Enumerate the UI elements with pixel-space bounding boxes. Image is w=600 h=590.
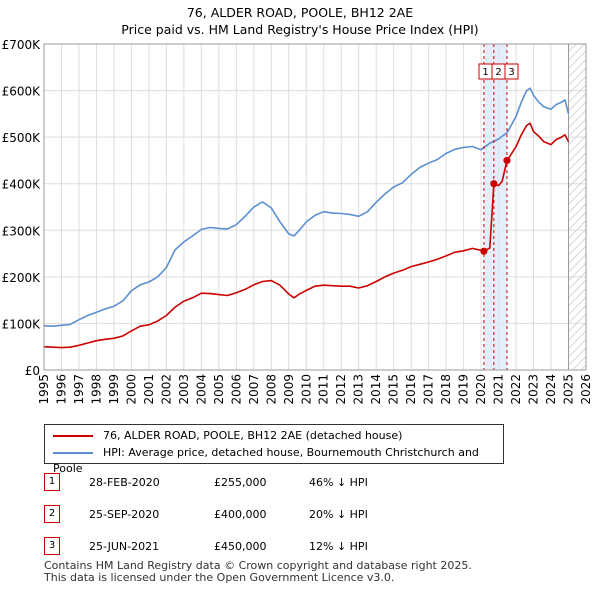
x-tick-label: 2022	[509, 374, 523, 405]
x-tick-label: 2014	[369, 374, 383, 405]
x-tick-label: 2002	[159, 374, 173, 405]
title-subtitle: Price paid vs. HM Land Registry's House …	[121, 22, 479, 37]
x-tick-label: 2004	[194, 374, 208, 405]
sale-period-band	[483, 44, 507, 370]
sale-point-3	[503, 156, 511, 165]
x-tick-label: 2019	[457, 374, 471, 405]
sale-hpi-diff: 12% ↓ HPI	[309, 540, 368, 553]
x-tick-label: 2008	[264, 374, 278, 405]
sale-date: 28-FEB-2020	[89, 476, 160, 489]
series-line-hpi	[43, 87, 570, 328]
legend-item-property: 76, ALDER ROAD, POOLE, BH12 2AE (detache…	[53, 428, 402, 444]
x-tick-label: 2009	[282, 374, 296, 405]
y-tick-label: £500K	[2, 131, 42, 145]
sale-hpi-diff: 46% ↓ HPI	[309, 476, 368, 489]
sale-label-box-3	[504, 63, 519, 80]
y-tick-label: £0	[25, 364, 40, 378]
x-tick-label: 1997	[72, 374, 86, 405]
footer-copyright: Contains HM Land Registry data © Crown c…	[44, 559, 472, 572]
sale-number-badge: 3	[44, 537, 60, 555]
forecast-hatch	[568, 44, 586, 370]
sale-price: £450,000	[214, 540, 267, 553]
sale-label-3: 3	[508, 67, 514, 78]
x-tick-label: 2007	[247, 374, 261, 405]
sale-label-1: 1	[482, 67, 488, 78]
x-tick-label: 2024	[544, 374, 558, 405]
x-tick-label: 2018	[439, 374, 453, 405]
x-tick-label: 1999	[107, 374, 121, 405]
x-tick-label: 2005	[212, 374, 226, 405]
legend-swatch-blue	[53, 452, 93, 454]
x-tick-label: 2000	[124, 374, 138, 405]
sale-hpi-diff: 20% ↓ HPI	[309, 508, 368, 521]
y-tick-label: £200K	[2, 271, 42, 285]
x-tick-label: 2015	[387, 374, 401, 405]
x-tick-label: 2017	[422, 374, 436, 405]
x-tick-label: 2001	[142, 374, 156, 405]
y-tick-label: £700K	[2, 38, 42, 52]
sale-price: £255,000	[214, 476, 267, 489]
sale-label-2: 2	[495, 67, 501, 78]
sale-date: 25-JUN-2021	[89, 540, 160, 553]
x-tick-label: 2006	[229, 374, 243, 405]
sale-point-1	[480, 247, 488, 255]
y-tick-label: £100K	[2, 317, 42, 331]
sale-number-badge: 1	[44, 473, 60, 491]
y-tick-label: £400K	[2, 178, 42, 192]
plot-frame	[43, 43, 587, 371]
series-line-property	[43, 122, 570, 349]
x-tick-label: 2023	[527, 374, 541, 405]
x-tick-label: 2026	[579, 374, 593, 405]
legend-label-property: 76, ALDER ROAD, POOLE, BH12 2AE (detache…	[103, 429, 403, 442]
legend-label-hpi: HPI: Average price, detached house, Bour…	[53, 446, 479, 475]
legend-swatch-red	[53, 435, 93, 437]
x-tick-label: 2025	[562, 374, 576, 405]
chart-title: 76, ALDER ROAD, POOLE, BH12 2AE Price pa…	[0, 4, 600, 38]
x-tick-label: 1996	[54, 374, 68, 405]
x-tick-label: 2021	[492, 374, 506, 405]
x-tick-label: 2003	[177, 374, 191, 405]
x-tick-label: 1995	[37, 374, 51, 405]
sale-price: £400,000	[214, 508, 267, 521]
sale-point-2	[490, 180, 498, 188]
footer-attribution: Contains HM Land Registry data © Crown c…	[44, 560, 472, 584]
x-tick-label: 2012	[334, 374, 348, 405]
x-tick-label: 2016	[404, 374, 418, 405]
legend-item-hpi: HPI: Average price, detached house, Bour…	[53, 445, 503, 475]
sale-date: 25-SEP-2020	[89, 508, 160, 521]
x-tick-label: 2013	[352, 374, 366, 405]
x-tick-label: 1998	[89, 374, 103, 405]
sale-number-badge: 2	[44, 505, 60, 523]
chart-legend: 76, ALDER ROAD, POOLE, BH12 2AE (detache…	[44, 424, 504, 475]
footer-licence: This data is licensed under the Open Gov…	[44, 571, 395, 584]
x-tick-label: 2010	[299, 374, 313, 405]
x-tick-label: 2020	[474, 374, 488, 405]
title-address: 76, ALDER ROAD, POOLE, BH12 2AE	[186, 5, 414, 20]
y-tick-label: £600K	[2, 85, 42, 99]
x-tick-label: 2011	[317, 374, 331, 405]
y-tick-label: £300K	[2, 224, 42, 238]
